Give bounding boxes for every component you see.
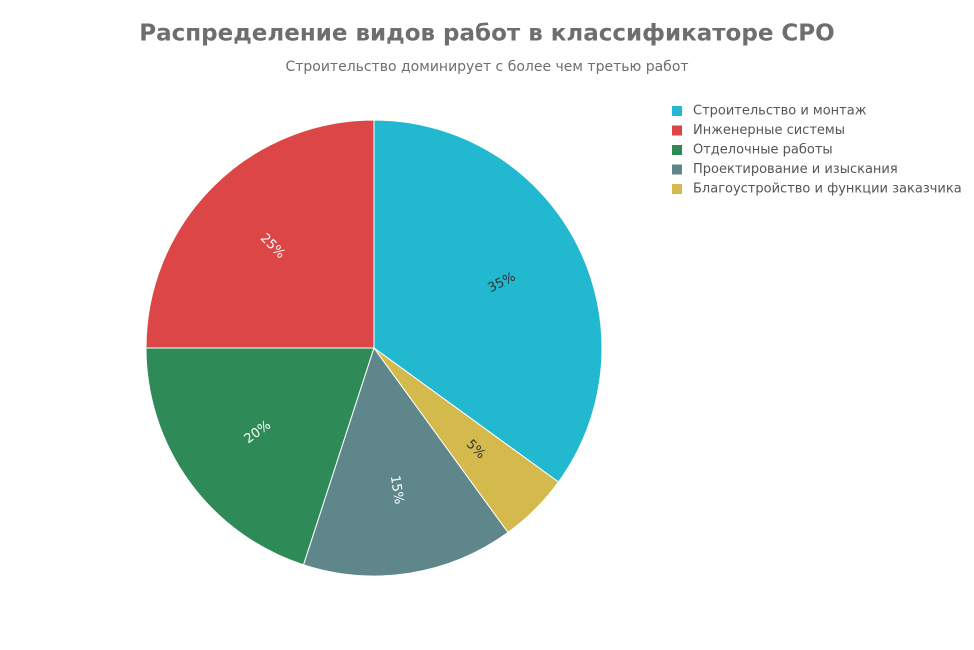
legend-label: Благоустройство и функции заказчика (693, 182, 962, 197)
pie-slice (302, 346, 509, 577)
pie-slice (373, 347, 560, 534)
pie-slice (145, 119, 375, 349)
legend-label: Строительство и монтаж (693, 104, 867, 119)
legend-label: Проектирование и изыскания (693, 162, 898, 177)
legend-label: Отделочные работы (693, 143, 833, 158)
chart-title: Распределение видов работ в классификато… (139, 21, 834, 47)
legend-swatch (672, 164, 682, 175)
legend-swatch (672, 125, 682, 136)
legend-swatch (672, 184, 682, 194)
pie-slice (373, 119, 603, 483)
data-label: 15% (387, 474, 406, 505)
chart-subtitle: Строительство доминирует с более чем тре… (285, 59, 688, 75)
legend-swatch (672, 145, 682, 155)
legend-label: Инженерные системы (693, 123, 845, 138)
pie-slice (145, 347, 375, 566)
legend-swatch (672, 106, 682, 116)
